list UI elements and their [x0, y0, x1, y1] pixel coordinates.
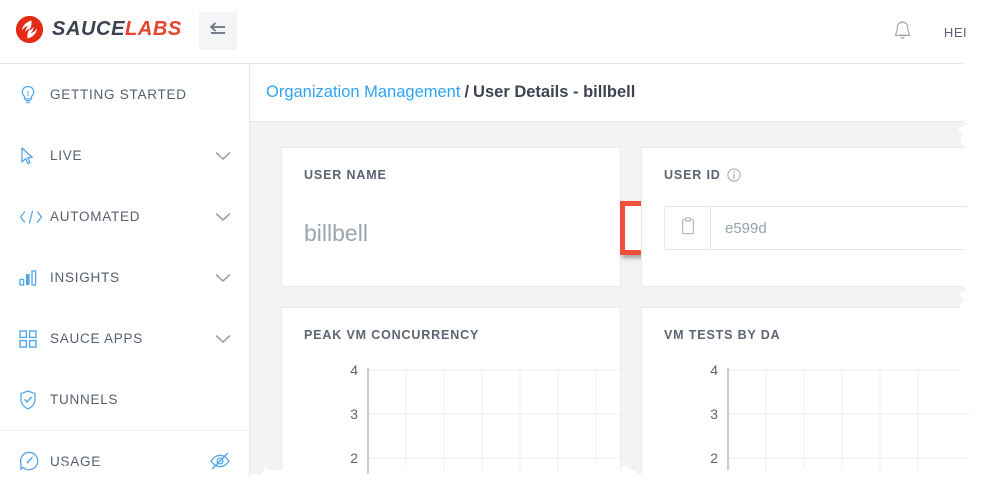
user-id-card-title: USER ID: [642, 148, 980, 182]
eye-off-icon[interactable]: [209, 452, 231, 470]
vm-tests-by-day-card: VM TESTS BY DA: [641, 307, 981, 484]
chevron-down-icon[interactable]: [215, 334, 231, 344]
peak-vm-concurrency-chart: 4 3 2: [282, 352, 786, 484]
chevron-down-icon[interactable]: [215, 273, 231, 283]
lightbulb-icon: [18, 84, 44, 106]
user-name-card: USER NAME billbell DEACTIVATE USER: [281, 147, 808, 287]
notifications-button[interactable]: [886, 15, 920, 49]
sidebar-item-label: SAUCE APPS: [50, 331, 144, 346]
user-name-value: billbell: [304, 220, 368, 246]
peak-vm-concurrency-card: PEAK VM CONCURRENCY: [281, 307, 786, 484]
sidebar-item-label: LIVE: [50, 148, 83, 163]
cards-row-top: USER NAME billbell DEACTIVATE USER USER …: [281, 147, 981, 287]
svg-text:2: 2: [350, 450, 358, 466]
breadcrumb: Organization Management / User Details -…: [250, 64, 981, 122]
copy-user-id-button[interactable]: [665, 207, 711, 249]
sidebar: GETTING STARTED LIVE: [0, 64, 250, 484]
help-link[interactable]: HEL: [943, 24, 971, 40]
top-bar-actions: HEL: [886, 0, 981, 64]
bar-chart-icon: [18, 269, 44, 287]
grid-icon: [18, 329, 44, 349]
svg-text:3: 3: [710, 406, 718, 422]
sidebar-item-sauce-apps[interactable]: SAUCE APPS: [0, 308, 249, 369]
sidebar-item-insights[interactable]: INSIGHTS: [0, 247, 249, 308]
sidebar-item-getting-started[interactable]: GETTING STARTED: [0, 64, 249, 125]
vm-tests-by-day-chart: 4 3 2: [642, 352, 981, 484]
breadcrumb-current: User Details - billbell: [473, 83, 636, 101]
svg-text:4: 4: [710, 362, 718, 378]
sidebar-item-label: GETTING STARTED: [50, 87, 187, 102]
brand-logo[interactable]: SAUCELABS: [16, 16, 182, 43]
sidebar-item-automated[interactable]: AUTOMATED: [0, 186, 249, 247]
collapse-sidebar-button[interactable]: [199, 12, 237, 50]
sidebar-item-label: TUNNELS: [50, 392, 119, 407]
sidebar-item-label: INSIGHTS: [50, 270, 120, 285]
vm-tests-by-day-title: VM TESTS BY DA: [664, 328, 781, 342]
clipboard-icon: [680, 217, 696, 239]
user-id-title-text: USER ID: [664, 168, 721, 182]
bell-icon: [892, 20, 913, 45]
chevron-down-icon[interactable]: [215, 151, 231, 161]
breadcrumb-separator: /: [464, 83, 470, 101]
user-id-value: e599d: [725, 219, 767, 237]
cards-row-bottom: PEAK VM CONCURRENCY: [281, 307, 981, 484]
brand-sauce-text: SAUCE: [52, 18, 126, 40]
main-content: Organization Management / User Details -…: [250, 64, 981, 484]
svg-text:4: 4: [350, 362, 358, 378]
cursor-icon: [18, 146, 44, 166]
info-circle-icon[interactable]: [727, 168, 741, 182]
sidebar-item-live[interactable]: LIVE: [0, 125, 249, 186]
collapse-sidebar-icon: [208, 22, 228, 41]
sauce-labs-bolt-icon: [16, 16, 43, 43]
sidebar-item-usage[interactable]: USAGE: [0, 430, 249, 484]
shield-check-icon: [18, 389, 44, 411]
user-id-field: e599d: [664, 206, 981, 250]
svg-text:3: 3: [350, 406, 358, 422]
top-bar: SAUCELABS: [0, 0, 981, 64]
peak-vm-concurrency-title: PEAK VM CONCURRENCY: [304, 328, 480, 342]
sidebar-item-label: USAGE: [50, 453, 102, 469]
brand-labs-text: LABS: [125, 18, 182, 40]
sidebar-item-label: AUTOMATED: [50, 209, 141, 224]
chevron-down-icon[interactable]: [215, 212, 231, 222]
user-id-card: USER ID: [641, 147, 981, 287]
speedometer-icon: [18, 450, 44, 472]
breadcrumb-parent-link[interactable]: Organization Management: [266, 83, 461, 101]
code-brackets-icon: [18, 209, 44, 225]
cards-board: USER NAME billbell DEACTIVATE USER USER …: [250, 122, 981, 484]
sidebar-item-tunnels[interactable]: TUNNELS: [0, 369, 249, 430]
svg-text:2: 2: [710, 450, 718, 466]
brand-text: SAUCELABS: [52, 18, 182, 41]
user-name-card-title: USER NAME: [304, 168, 387, 182]
